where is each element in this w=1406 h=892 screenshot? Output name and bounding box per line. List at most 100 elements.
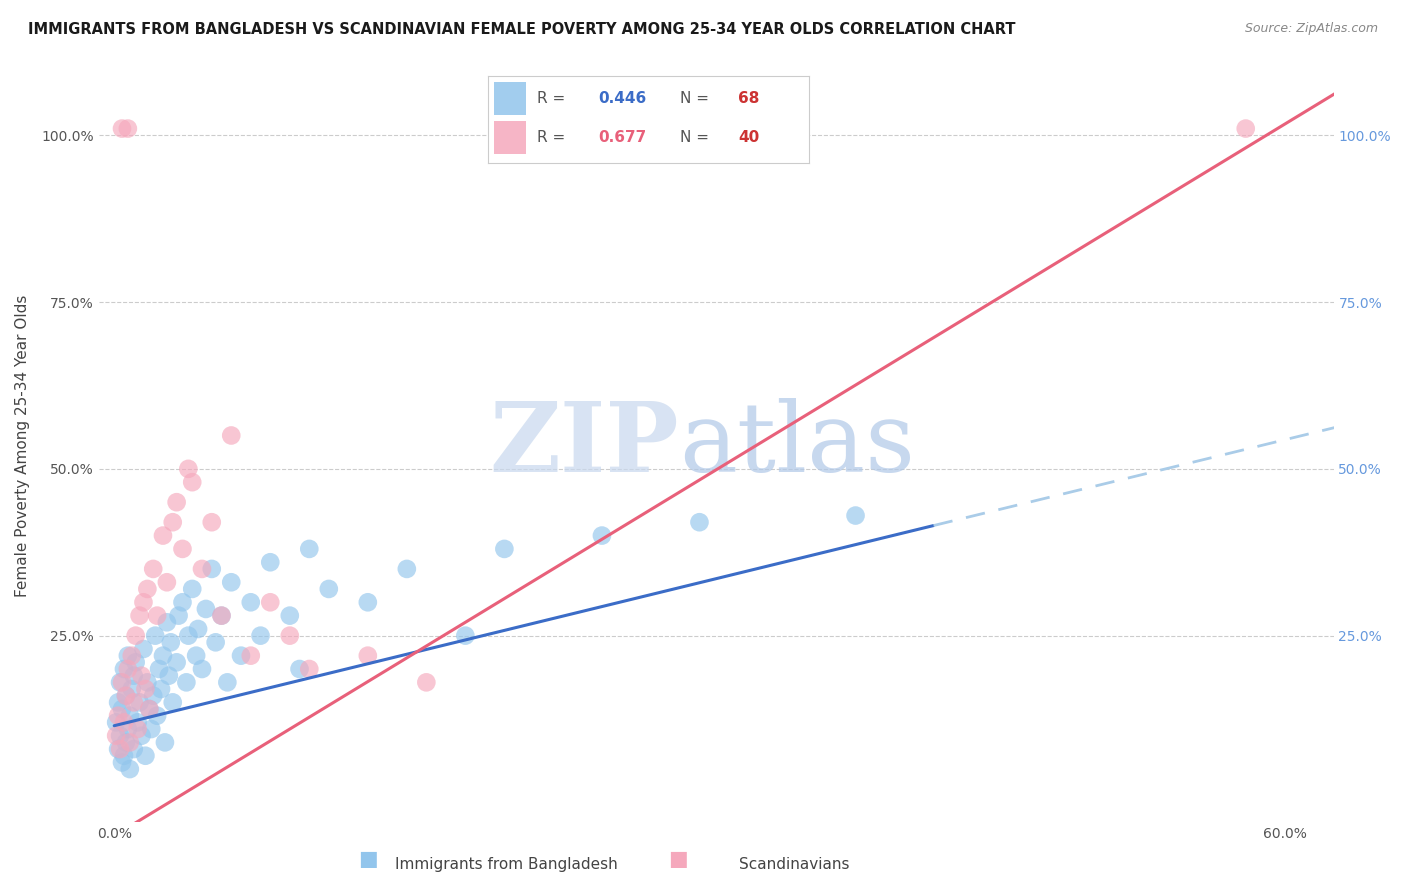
Point [118, 708, 141, 723]
Point [176, 675, 198, 690]
Point [138, 702, 160, 716]
Point [112, 748, 135, 763]
Point [191, 562, 214, 576]
Point [118, 762, 141, 776]
Point [131, 729, 153, 743]
Point [112, 662, 135, 676]
Point [122, 695, 145, 709]
Point [152, 528, 174, 542]
Point [105, 715, 128, 730]
Point [112, 715, 135, 730]
Point [172, 595, 194, 609]
Point [108, 729, 131, 743]
Point [249, 629, 271, 643]
Point [177, 462, 200, 476]
Point [132, 642, 155, 657]
Point [111, 675, 134, 690]
Text: Immigrants from Bangladesh: Immigrants from Bangladesh [395, 857, 617, 872]
Point [357, 595, 380, 609]
Point [191, 662, 214, 676]
Point [142, 562, 165, 576]
Point [134, 681, 156, 696]
Point [127, 722, 149, 736]
Point [259, 595, 281, 609]
Y-axis label: Female Poverty Among 25-34 Year Olds: Female Poverty Among 25-34 Year Olds [15, 294, 30, 597]
Point [124, 629, 146, 643]
Point [415, 675, 437, 690]
Point [156, 615, 179, 630]
Point [494, 541, 516, 556]
Point [121, 648, 143, 663]
Point [146, 608, 169, 623]
Point [239, 648, 262, 663]
Point [229, 648, 252, 663]
Point [132, 595, 155, 609]
Point [688, 515, 710, 529]
Text: ■: ■ [668, 849, 688, 869]
Point [138, 702, 160, 716]
Point [1234, 121, 1257, 136]
Text: ZIP: ZIP [489, 399, 679, 492]
Text: ■: ■ [359, 849, 378, 869]
Point [142, 689, 165, 703]
Point [181, 582, 204, 596]
Point [128, 695, 150, 709]
Point [591, 528, 613, 542]
Point [259, 555, 281, 569]
Point [217, 675, 239, 690]
Point [117, 648, 139, 663]
Point [166, 495, 188, 509]
Point [111, 702, 134, 716]
Point [117, 722, 139, 736]
Point [219, 428, 242, 442]
Point [278, 629, 301, 643]
Point [172, 541, 194, 556]
Point [131, 668, 153, 682]
Point [318, 582, 340, 596]
Point [156, 575, 179, 590]
Point [108, 742, 131, 756]
Point [143, 629, 166, 643]
Point [107, 742, 129, 756]
Point [148, 662, 170, 676]
Point [844, 508, 866, 523]
Point [107, 708, 129, 723]
Text: atlas: atlas [679, 399, 915, 492]
Point [204, 635, 226, 649]
Point [153, 735, 176, 749]
Point [166, 656, 188, 670]
Point [162, 695, 184, 709]
Text: IMMIGRANTS FROM BANGLADESH VS SCANDINAVIAN FEMALE POVERTY AMONG 25-34 YEAR OLDS : IMMIGRANTS FROM BANGLADESH VS SCANDINAVI… [28, 22, 1015, 37]
Point [118, 735, 141, 749]
Point [159, 635, 181, 649]
Point [121, 681, 143, 696]
Point [357, 648, 380, 663]
Point [211, 608, 233, 623]
Point [278, 608, 301, 623]
Point [136, 582, 159, 596]
Point [141, 722, 163, 736]
Point [117, 121, 139, 136]
Point [177, 629, 200, 643]
Point [211, 608, 233, 623]
Point [194, 602, 217, 616]
Point [111, 756, 134, 770]
Point [111, 121, 134, 136]
Point [152, 648, 174, 663]
Point [122, 742, 145, 756]
Point [134, 748, 156, 763]
Point [167, 608, 190, 623]
Point [298, 662, 321, 676]
Point [162, 515, 184, 529]
Point [201, 515, 224, 529]
Point [107, 695, 129, 709]
Point [117, 662, 139, 676]
Point [395, 562, 418, 576]
Point [186, 648, 208, 663]
Point [124, 656, 146, 670]
Point [136, 675, 159, 690]
Text: Scandinavians: Scandinavians [740, 857, 849, 872]
Point [108, 675, 131, 690]
Point [105, 729, 128, 743]
Point [115, 689, 138, 703]
